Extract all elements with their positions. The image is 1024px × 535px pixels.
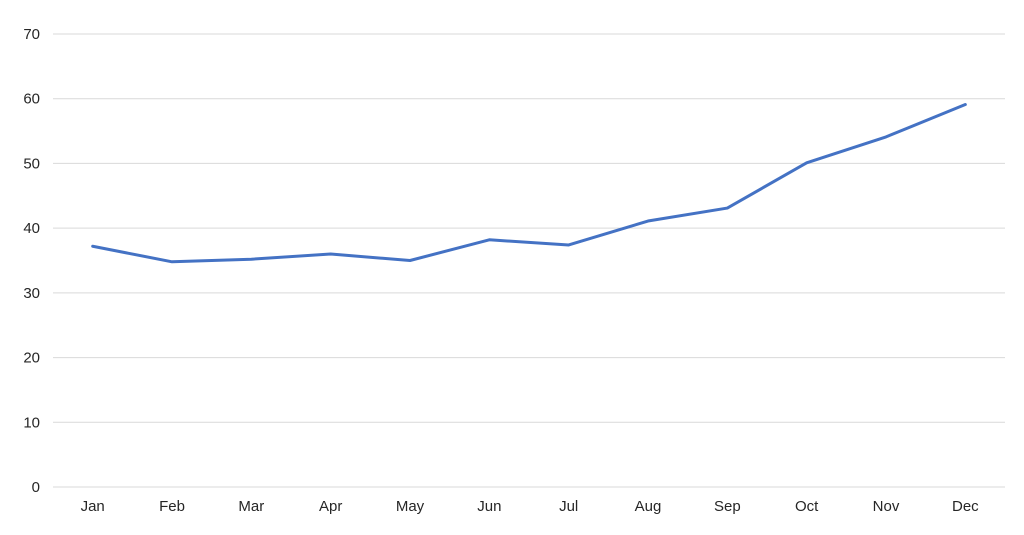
y-tick-label: 50 (23, 155, 40, 172)
y-tick-label: 40 (23, 220, 40, 237)
gridlines (53, 33, 1005, 488)
series-lines (91, 103, 967, 264)
x-tick-label-feb: Feb (159, 498, 185, 515)
x-tick-label-sep: Sep (714, 498, 741, 515)
x-tick-label-apr: Apr (319, 498, 342, 515)
x-tick-label-jan: Jan (81, 498, 105, 515)
x-tick-label-nov: Nov (873, 498, 900, 515)
x-tick-label-aug: Aug (635, 498, 662, 515)
y-tick-label: 70 (23, 26, 40, 43)
y-tick-label: 20 (23, 350, 40, 367)
y-tick-label: 60 (23, 91, 40, 108)
x-tick-label-oct: Oct (795, 498, 819, 515)
x-tick-label-jul: Jul (559, 498, 578, 515)
x-tick-label-mar: Mar (238, 498, 264, 515)
y-tick-label: 30 (23, 285, 40, 302)
x-tick-label-jun: Jun (477, 498, 501, 515)
x-tick-label-dec: Dec (952, 498, 979, 515)
x-tick-label-may: May (396, 498, 425, 515)
x-axis-tick-labels: Jan Feb Mar Apr May Jun Jul Aug Sep Oct Nov Dec (81, 498, 980, 515)
y-axis-tick-labels: 0 10 20 30 40 50 60 70 (23, 26, 40, 496)
series-line-0 (91, 103, 967, 264)
y-tick-label: 10 (23, 414, 40, 431)
y-tick-label: 0 (32, 479, 40, 496)
